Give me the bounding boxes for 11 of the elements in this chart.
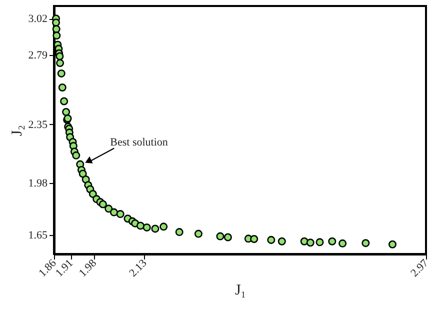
x-tick-label: 2.97 xyxy=(408,256,432,280)
y-tick-label: 3.02 xyxy=(28,13,48,26)
x-axis-title: J₁ xyxy=(234,282,246,299)
y-axis-title: J₂ xyxy=(9,124,26,136)
annotation: Best solution xyxy=(110,136,168,148)
x-tick-label: 1.98 xyxy=(76,256,100,280)
y-tick-label: 2.79 xyxy=(28,49,48,62)
y-tick-label: 2.35 xyxy=(28,118,48,131)
y-tick-label: 1.65 xyxy=(28,230,48,242)
x-tick-label: 2.13 xyxy=(127,256,150,280)
y-tick-label: 1.98 xyxy=(28,177,48,190)
